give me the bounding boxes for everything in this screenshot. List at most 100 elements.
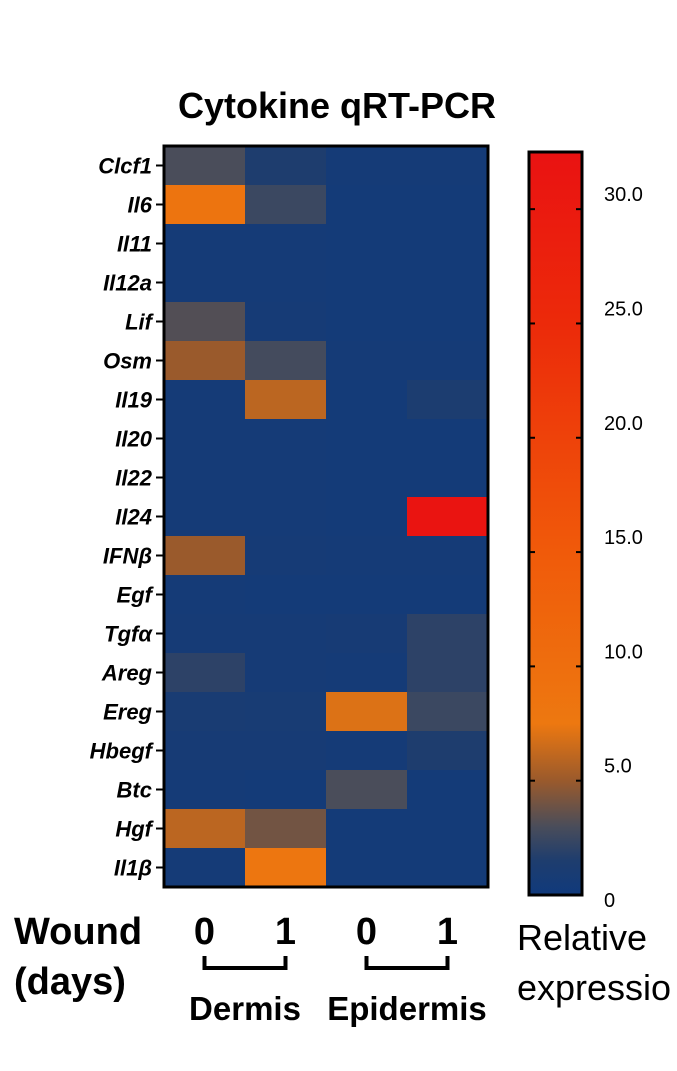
x-axis-area: Wound (days) 0 1 0 1 Dermis Epidermis bbox=[14, 911, 487, 1027]
heatmap-cell bbox=[245, 575, 326, 614]
heatmap-cell bbox=[407, 302, 488, 341]
heatmap-cell bbox=[245, 614, 326, 653]
heatmap-cell bbox=[407, 497, 488, 536]
row-label: Hgf bbox=[115, 817, 154, 842]
heatmap-cell bbox=[245, 302, 326, 341]
row-label: Ereg bbox=[103, 700, 152, 725]
heatmap-cell bbox=[164, 302, 245, 341]
heatmap-cell bbox=[407, 224, 488, 263]
heatmap-cell bbox=[245, 770, 326, 809]
row-label: Il24 bbox=[115, 505, 152, 530]
chart-title: Cytokine qRT-PCR bbox=[178, 85, 496, 126]
heatmap-cell bbox=[407, 575, 488, 614]
heatmap-cell bbox=[326, 302, 407, 341]
heatmap-cell bbox=[164, 575, 245, 614]
heatmap-cell bbox=[164, 731, 245, 770]
heatmap-cell bbox=[407, 653, 488, 692]
column-label: 1 bbox=[437, 911, 458, 953]
heatmap-cell bbox=[245, 809, 326, 848]
heatmap-cell bbox=[245, 224, 326, 263]
heatmap-cell bbox=[164, 341, 245, 380]
row-label: Il6 bbox=[128, 193, 153, 218]
heatmap-cell bbox=[164, 185, 245, 224]
heatmap-cell bbox=[407, 731, 488, 770]
colorbar-tick-label: 30.0 bbox=[604, 184, 643, 206]
heatmap-cell bbox=[164, 497, 245, 536]
heatmap-cell bbox=[245, 731, 326, 770]
row-label: Il1β bbox=[114, 856, 152, 881]
heatmap-cell bbox=[164, 458, 245, 497]
row-labels: Clcf1 Il6 Il11 Il12a Lif Osm Il19 Il20 Il22 Il24 I… bbox=[90, 154, 164, 881]
row-label: Il20 bbox=[115, 427, 152, 452]
row-label: Il22 bbox=[115, 466, 152, 491]
heatmap-cell bbox=[245, 848, 326, 887]
heatmap-cell bbox=[164, 380, 245, 419]
heatmap-cell bbox=[245, 380, 326, 419]
heatmap-cell bbox=[326, 263, 407, 302]
heatmap-cell bbox=[164, 263, 245, 302]
row-label: Egf bbox=[117, 583, 155, 608]
row-label: Il11 bbox=[117, 232, 152, 257]
heatmap-cell bbox=[245, 497, 326, 536]
heatmap-cell bbox=[326, 224, 407, 263]
x-axis-title: (days) bbox=[14, 961, 126, 1003]
heatmap-cell bbox=[164, 848, 245, 887]
group-bracket bbox=[364, 956, 450, 970]
heatmap-cell bbox=[245, 146, 326, 185]
row-label: Btc bbox=[117, 778, 152, 803]
heatmap-cell bbox=[326, 614, 407, 653]
colorbar-tick-label: 20.0 bbox=[604, 413, 643, 435]
heatmap-cell bbox=[164, 224, 245, 263]
heatmap-cell bbox=[164, 770, 245, 809]
heatmap-cell bbox=[245, 419, 326, 458]
heatmap-cell bbox=[326, 575, 407, 614]
heatmap-cell bbox=[245, 458, 326, 497]
heatmap-cell bbox=[407, 419, 488, 458]
heatmap-cell bbox=[164, 146, 245, 185]
column-label: 0 bbox=[356, 911, 377, 953]
heatmap-cell bbox=[407, 146, 488, 185]
row-label: Areg bbox=[101, 661, 153, 686]
colorbar-tick-label: 25.0 bbox=[604, 298, 643, 320]
heatmap-cell bbox=[164, 614, 245, 653]
heatmap-cell bbox=[326, 848, 407, 887]
heatmap-cell bbox=[164, 653, 245, 692]
heatmap-cell bbox=[407, 536, 488, 575]
heatmap-cell bbox=[326, 146, 407, 185]
colorbar-tick-label: 0 bbox=[604, 890, 615, 912]
heatmap-cell bbox=[164, 809, 245, 848]
heatmap-cell bbox=[407, 341, 488, 380]
heatmap-cell bbox=[326, 692, 407, 731]
heatmap-cell bbox=[164, 419, 245, 458]
heatmap-cell bbox=[245, 653, 326, 692]
row-label: Tgfα bbox=[104, 622, 153, 647]
heatmap-cell bbox=[326, 185, 407, 224]
group-bracket bbox=[202, 956, 288, 970]
heatmap-cell bbox=[326, 770, 407, 809]
heatmap-cell bbox=[245, 263, 326, 302]
x-axis-title: Wound bbox=[14, 911, 142, 953]
heatmap-cell bbox=[407, 848, 488, 887]
heatmap-cell bbox=[326, 497, 407, 536]
heatmap-cell bbox=[245, 185, 326, 224]
group-label: Epidermis bbox=[327, 990, 487, 1027]
heatmap-cells bbox=[164, 146, 488, 887]
heatmap-cell bbox=[326, 536, 407, 575]
heatmap-cell bbox=[407, 185, 488, 224]
heatmap-cell bbox=[326, 653, 407, 692]
heatmap-cell bbox=[326, 731, 407, 770]
row-label: Clcf1 bbox=[98, 154, 152, 179]
column-label: 1 bbox=[275, 911, 296, 953]
heatmap-cell bbox=[326, 341, 407, 380]
heatmap-cell bbox=[407, 692, 488, 731]
heatmap-cell bbox=[326, 419, 407, 458]
colorbar-label: Relative bbox=[517, 917, 647, 958]
colorbar: 0 5.0 10.0 15.0 20.0 25.0 30.0 Relative expressi… bbox=[517, 150, 671, 1008]
heatmap-cell bbox=[407, 263, 488, 302]
colorbar-tick-label: 15.0 bbox=[604, 527, 643, 549]
heatmap-cell bbox=[245, 536, 326, 575]
row-label: Lif bbox=[125, 310, 155, 335]
colorbar-label: expressio bbox=[517, 967, 671, 1008]
row-label: Il12a bbox=[103, 271, 152, 296]
